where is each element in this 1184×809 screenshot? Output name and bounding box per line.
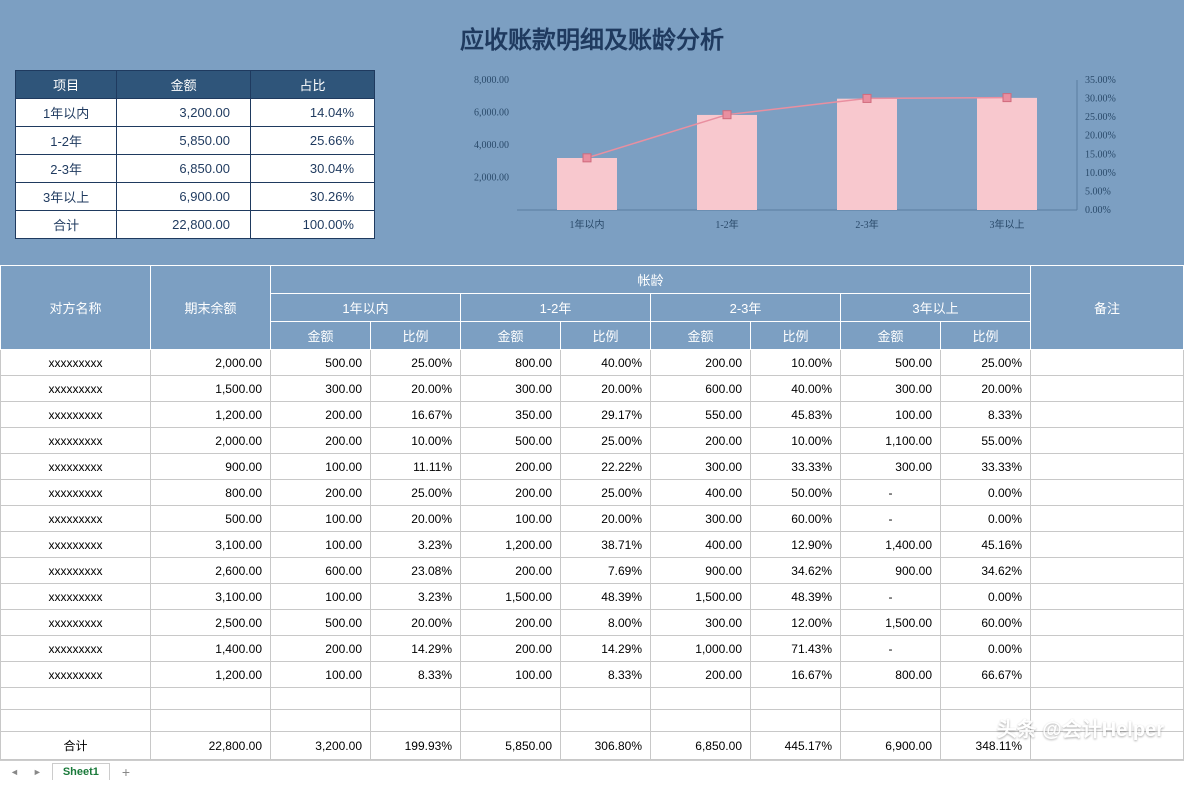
svg-text:20.00%: 20.00% [1085,131,1116,142]
sheet-tab[interactable]: Sheet1 [52,763,110,780]
table-row: xxxxxxxxx1,500.00300.0020.00%300.0020.00… [1,376,1184,402]
watermark: 头条 @会计Helper [997,713,1164,742]
aging-chart: 8,000.00 6,000.00 4,000.00 2,000.00 35.00% 30… [405,70,1169,240]
svg-text:4,000.00: 4,000.00 [474,140,509,151]
table-row: xxxxxxxxx1,200.00200.0016.67%350.0029.17… [1,402,1184,428]
table-row: xxxxxxxxx3,100.00100.003.23%1,500.0048.3… [1,584,1184,610]
svg-text:3年以上: 3年以上 [990,218,1025,231]
svg-text:8,000.00: 8,000.00 [474,75,509,86]
svg-text:15.00%: 15.00% [1085,149,1116,160]
svg-text:1-2年: 1-2年 [715,218,738,231]
col-header: 比例 [371,322,461,350]
svg-text:10.00%: 10.00% [1085,168,1116,179]
summary-row: 1-2年5,850.0025.66% [16,127,375,155]
svg-text:1年以内: 1年以内 [570,218,605,231]
col-header: 金额 [461,322,561,350]
table-row: xxxxxxxxx2,000.00500.0025.00%800.0040.00… [1,350,1184,376]
table-row: xxxxxxxxx800.00200.0025.00%200.0025.00%4… [1,480,1184,506]
summary-row: 1年以内3,200.0014.04% [16,99,375,127]
col-header: 1年以内 [271,294,461,322]
col-header: 金额 [271,322,371,350]
table-row: xxxxxxxxx500.00100.0020.00%100.0020.00%3… [1,506,1184,532]
col-header: 对方名称 [1,266,151,350]
summary-table: 项目金额占比 1年以内3,200.0014.04%1-2年5,850.0025.… [15,70,375,239]
summary-col-header: 项目 [16,71,117,99]
col-header: 金额 [651,322,751,350]
table-row: xxxxxxxxx1,400.00200.0014.29%200.0014.29… [1,636,1184,662]
svg-text:2,000.00: 2,000.00 [474,173,509,184]
table-row: xxxxxxxxx2,500.00500.0020.00%200.008.00%… [1,610,1184,636]
table-row [1,688,1184,710]
col-header: 帐龄 [271,266,1031,294]
col-header: 期末余额 [151,266,271,350]
svg-text:5.00%: 5.00% [1085,186,1111,197]
tab-scroll-left[interactable]: ◄ [6,767,23,777]
tab-scroll-right[interactable]: ► [29,767,46,777]
summary-row: 2-3年6,850.0030.04% [16,155,375,183]
col-header: 金额 [841,322,941,350]
summary-col-header: 占比 [251,71,375,99]
col-header: 比例 [561,322,651,350]
add-sheet-button[interactable]: + [116,764,136,780]
sheet-tabs: ◄ ► Sheet1 + [0,760,1184,782]
page-title: 应收账款明细及账龄分析 [0,10,1184,70]
svg-text:2-3年: 2-3年 [855,218,878,231]
summary-row: 3年以上6,900.0030.26% [16,183,375,211]
svg-text:25.00%: 25.00% [1085,112,1116,123]
col-header: 比例 [751,322,841,350]
col-header: 3年以上 [841,294,1031,322]
table-row: xxxxxxxxx3,100.00100.003.23%1,200.0038.7… [1,532,1184,558]
col-header: 比例 [941,322,1031,350]
svg-text:6,000.00: 6,000.00 [474,108,509,119]
summary-col-header: 金额 [117,71,251,99]
data-table: 对方名称期末余额帐龄备注1年以内1-2年2-3年3年以上金额比例金额比例金额比例… [0,265,1184,760]
col-header: 备注 [1031,266,1184,350]
table-row: xxxxxxxxx1,200.00100.008.33%100.008.33%2… [1,662,1184,688]
col-header: 1-2年 [461,294,651,322]
svg-text:35.00%: 35.00% [1085,75,1116,86]
table-row: xxxxxxxxx2,600.00600.0023.08%200.007.69%… [1,558,1184,584]
col-header: 2-3年 [651,294,841,322]
svg-text:30.00%: 30.00% [1085,94,1116,105]
table-row: xxxxxxxxx2,000.00200.0010.00%500.0025.00… [1,428,1184,454]
table-row: xxxxxxxxx900.00100.0011.11%200.0022.22%3… [1,454,1184,480]
svg-text:0.00%: 0.00% [1085,205,1111,216]
summary-row: 合计22,800.00100.00% [16,211,375,239]
